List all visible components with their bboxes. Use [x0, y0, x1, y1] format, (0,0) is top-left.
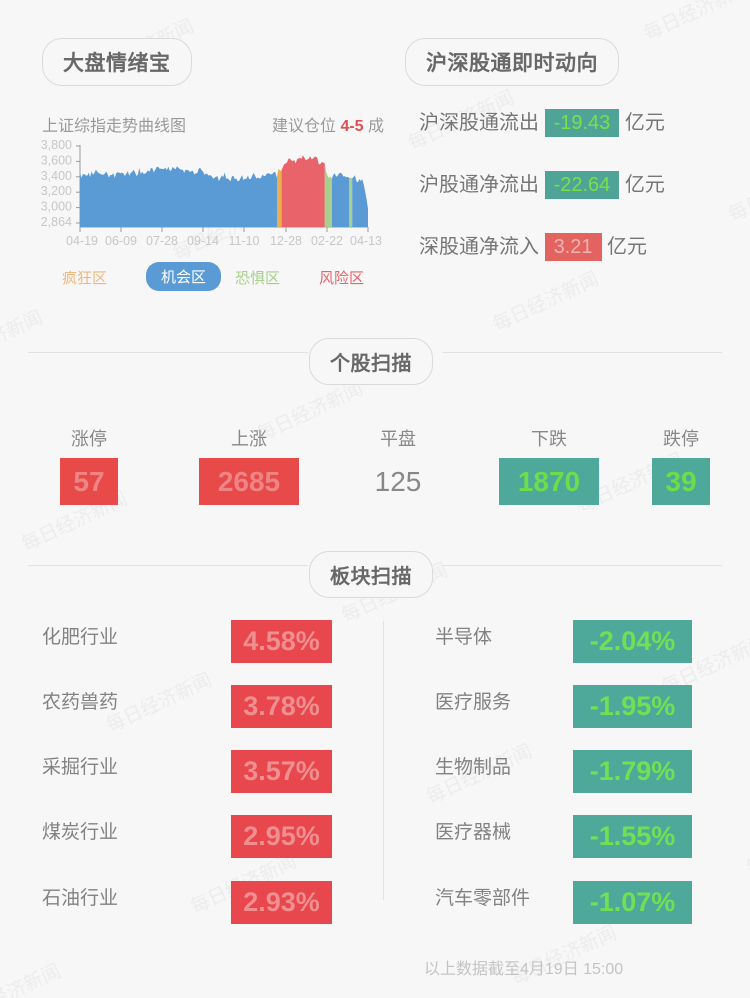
svg-text:09-14: 09-14 — [187, 234, 219, 248]
svg-text:3,400: 3,400 — [41, 169, 72, 183]
svg-text:04-19: 04-19 — [66, 234, 98, 248]
svg-text:06-09: 06-09 — [105, 234, 137, 248]
svg-text:3,200: 3,200 — [41, 184, 72, 198]
svg-text:12-28: 12-28 — [270, 234, 302, 248]
svg-text:11-10: 11-10 — [228, 234, 259, 248]
svg-text:04-13: 04-13 — [350, 234, 382, 248]
svg-text:02-22: 02-22 — [311, 234, 343, 248]
svg-text:3,600: 3,600 — [41, 153, 72, 167]
svg-text:3,800: 3,800 — [41, 138, 72, 152]
svg-text:2,864: 2,864 — [41, 215, 72, 229]
svg-text:07-28: 07-28 — [146, 234, 178, 248]
svg-text:3,000: 3,000 — [41, 200, 72, 214]
